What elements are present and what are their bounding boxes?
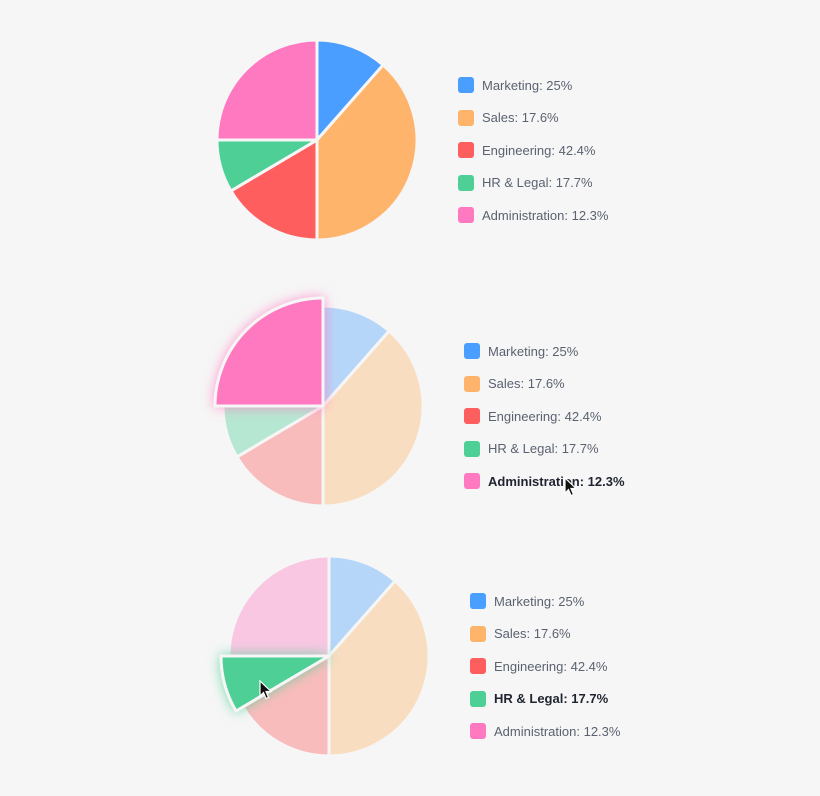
legend-item-marketing[interactable]: Marketing: 25% xyxy=(458,77,572,93)
legend-item-administration[interactable]: Administration: 12.3% xyxy=(464,473,625,489)
legend-label: Marketing: 25% xyxy=(488,343,579,359)
legend-item-administration[interactable]: Administration: 12.3% xyxy=(470,723,620,739)
legend-swatch xyxy=(464,473,480,489)
legend-item-marketing[interactable]: Marketing: 25% xyxy=(464,343,578,359)
legend-label: Sales: 17.6% xyxy=(482,110,559,125)
legend-swatch xyxy=(464,375,480,392)
legend-swatch xyxy=(464,440,480,457)
pie-chart-default xyxy=(215,38,419,242)
legend-item-sales[interactable]: Sales: 17.6% xyxy=(470,625,571,642)
legend-item-engineering[interactable]: Engineering: 42.4% xyxy=(470,658,607,674)
legend-swatch xyxy=(470,723,486,739)
legend-item-hr-and-legal[interactable]: HR & Legal: 17.7% xyxy=(470,690,609,707)
legend-label: HR & Legal: 17.7% xyxy=(488,441,599,456)
legend-item-hr-and-legal[interactable]: HR & Legal: 17.7% xyxy=(464,440,599,457)
pie-slice-engineering[interactable] xyxy=(229,138,319,242)
legend-label: Marketing: 25% xyxy=(482,77,573,93)
legend-swatch xyxy=(470,625,486,642)
legend-item-engineering[interactable]: Engineering: 42.4% xyxy=(464,408,601,424)
legend-label: Engineering: 42.4% xyxy=(488,408,602,424)
legend-label: Engineering: 42.4% xyxy=(494,658,608,674)
legend-swatch xyxy=(458,109,474,126)
legend-item-sales[interactable]: Sales: 17.6% xyxy=(464,375,565,392)
legend-swatch xyxy=(464,408,480,424)
legend-label: Sales: 17.6% xyxy=(488,376,565,391)
legend-swatch xyxy=(458,77,474,93)
legend-swatch xyxy=(470,593,486,609)
legend-label: Administration: 12.3% xyxy=(494,723,621,739)
legend-swatch xyxy=(458,174,474,191)
pie-slice-hr-and-legal[interactable] xyxy=(219,654,331,713)
pie-slice-engineering[interactable] xyxy=(235,404,325,508)
legend-label: HR & Legal: 17.7% xyxy=(494,691,609,706)
legend-swatch xyxy=(470,690,486,707)
pie-slice-administration[interactable] xyxy=(215,38,319,142)
legend-label: Administration: 12.3% xyxy=(482,207,609,223)
legend-swatch xyxy=(458,207,474,223)
legend-label: HR & Legal: 17.7% xyxy=(482,175,593,190)
pie-slice-sales[interactable] xyxy=(321,329,425,508)
legend-label: Sales: 17.6% xyxy=(494,626,571,641)
legend-swatch xyxy=(464,343,480,359)
legend-item-sales[interactable]: Sales: 17.6% xyxy=(458,109,559,126)
legend-item-hr-and-legal[interactable]: HR & Legal: 17.7% xyxy=(458,174,593,191)
legend-item-marketing[interactable]: Marketing: 25% xyxy=(470,593,584,609)
legend-item-engineering[interactable]: Engineering: 42.4% xyxy=(458,142,595,158)
legend-label: Marketing: 25% xyxy=(494,593,585,609)
legend-swatch xyxy=(470,658,486,674)
pie-chart-slice-hover xyxy=(219,554,431,758)
pie-slice-administration[interactable] xyxy=(227,554,331,658)
pie-chart-legend-hover xyxy=(213,296,425,508)
pie-slice-sales[interactable] xyxy=(327,579,431,758)
legend-label: Engineering: 42.4% xyxy=(482,142,596,158)
legend-swatch xyxy=(458,142,474,158)
legend-label: Administration: 12.3% xyxy=(488,473,625,489)
pie-slice-administration[interactable] xyxy=(213,296,325,408)
pie-slice-engineering[interactable] xyxy=(241,654,331,758)
legend-item-administration[interactable]: Administration: 12.3% xyxy=(458,207,608,223)
pie-slice-sales[interactable] xyxy=(315,63,419,242)
